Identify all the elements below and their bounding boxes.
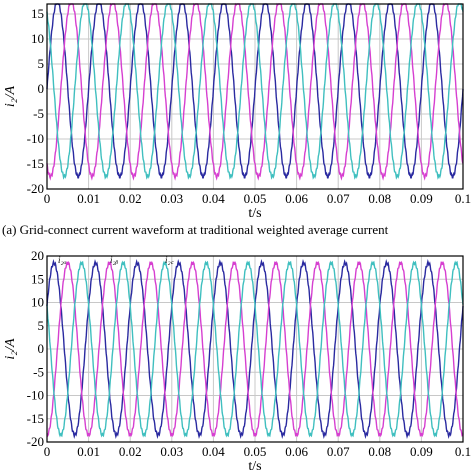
y-tick-label: -5 [33, 364, 44, 379]
x-axis-label: t/s [248, 459, 261, 474]
y-axis-label: i₂/A [3, 85, 18, 107]
y-tick-label: -10 [27, 131, 44, 146]
x-tick-label: 0.03 [160, 444, 183, 459]
y-tick-label: 20 [31, 248, 44, 263]
series-line-c [46, 260, 464, 438]
x-tick-label: 0.06 [285, 444, 308, 459]
y-tick-label: 5 [38, 56, 45, 71]
x-tick-label: 0 [44, 191, 51, 206]
x-tick-label: 0.07 [327, 444, 350, 459]
legend-label-a: i₂ₐ [58, 255, 67, 265]
chart-a-caption: (a) Grid-connect current waveform at tra… [2, 222, 389, 237]
x-tick-label: 0.01 [77, 444, 100, 459]
legend-label-c: i₂꜀ [165, 255, 175, 265]
x-tick-label: 0.08 [368, 444, 391, 459]
x-tick-label: 0.01 [77, 191, 100, 206]
y-tick-label: 10 [31, 295, 44, 310]
y-tick-label: -15 [27, 156, 44, 171]
plot-frame [46, 255, 464, 443]
chart-panel-a: 0 0.01 0.02 0.03 0.04 0.05 0.06 0.07 0.08 0.09 0.1… [3, 2, 471, 221]
y-tick-label: 15 [31, 6, 44, 21]
y-tick-label: -20 [27, 181, 44, 196]
plot-frame [46, 3, 464, 190]
x-tick-label: 0 [44, 444, 51, 459]
x-tick-label: 0.05 [244, 444, 267, 459]
y-tick-label: 0 [38, 341, 45, 356]
series-line-b [46, 2, 464, 181]
x-tick-label: 0.09 [410, 191, 433, 206]
legend-label-b: i₂ᵦ [110, 255, 119, 265]
x-tick-label: 0.06 [285, 191, 308, 206]
y-tick-label: 5 [38, 318, 45, 333]
x-tick-label: 0.05 [244, 191, 267, 206]
y-tick-label: -20 [27, 434, 44, 449]
y-tick-label: -15 [27, 411, 44, 426]
y-tick-label: 0 [38, 81, 45, 96]
x-tick-label: 0.07 [327, 191, 350, 206]
y-tick-label: 10 [31, 31, 44, 46]
x-tick-label: 0.04 [202, 191, 225, 206]
x-tick-label: 0.1 [455, 444, 471, 459]
x-tick-label: 0.09 [410, 444, 433, 459]
y-tick-label: -5 [33, 106, 44, 121]
series-line-c [46, 3, 464, 180]
x-tick-label: 0.03 [160, 191, 183, 206]
x-axis-label: t/s [248, 206, 261, 221]
chart-panel-b: 0 0.01 0.02 0.03 0.04 0.05 0.06 0.07 0.08 0.09 0.1… [3, 248, 471, 474]
x-tick-label: 0.02 [119, 191, 142, 206]
y-tick-label: -10 [27, 388, 44, 403]
y-tick-label: 15 [31, 271, 44, 286]
x-tick-label: 0.04 [202, 444, 225, 459]
y-axis-label: i₂/A [3, 338, 18, 360]
x-tick-label: 0.08 [368, 191, 391, 206]
x-tick-label: 0.02 [119, 444, 142, 459]
series-line-a [46, 3, 464, 179]
x-tick-label: 0.1 [455, 191, 471, 206]
